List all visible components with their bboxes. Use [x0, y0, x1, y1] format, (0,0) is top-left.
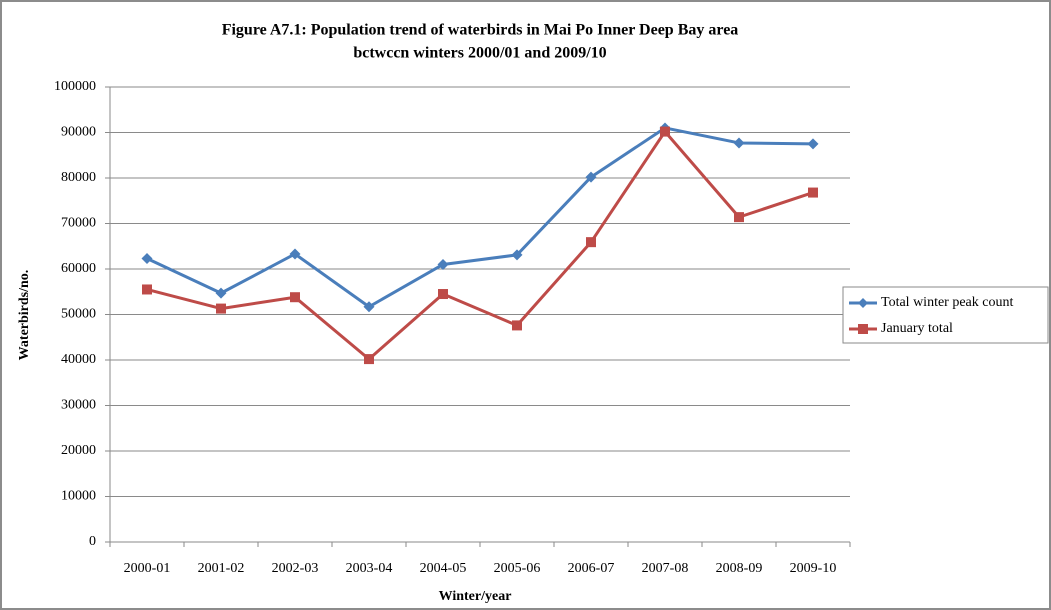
legend-label: Total winter peak count — [881, 295, 1013, 310]
legend-marker — [858, 298, 868, 308]
x-tick-label: 2006-07 — [568, 561, 615, 576]
data-point — [586, 237, 596, 248]
x-tick-label: 2008-09 — [716, 561, 763, 576]
data-point — [141, 253, 153, 265]
chart-title: Figure A7.1: Population trend of waterbi… — [222, 22, 739, 39]
data-point — [807, 138, 819, 150]
x-tick-label: 2000-01 — [124, 561, 171, 576]
data-point — [511, 249, 523, 261]
y-tick-label: 100000 — [54, 79, 96, 94]
y-tick-label: 0 — [89, 534, 96, 549]
data-point — [290, 292, 300, 303]
data-point — [437, 258, 449, 270]
data-point — [216, 303, 226, 314]
data-point — [808, 187, 818, 198]
data-point — [512, 320, 522, 331]
data-point — [142, 284, 152, 295]
x-tick-label: 2009-10 — [790, 561, 837, 576]
y-tick-label: 40000 — [61, 352, 96, 367]
y-tick-label: 70000 — [61, 216, 96, 231]
y-tick-label: 60000 — [61, 261, 96, 276]
data-point — [363, 301, 375, 313]
x-tick-label: 2001-02 — [198, 561, 245, 576]
series-line — [146, 126, 814, 309]
y-tick-label: 10000 — [61, 489, 96, 504]
legend-label: January total — [881, 321, 953, 336]
x-tick-label: 2003-04 — [346, 561, 393, 576]
data-point — [733, 137, 745, 149]
data-point — [215, 287, 227, 299]
data-point — [660, 126, 670, 137]
legend-box — [842, 286, 1049, 344]
y-tick-label: 80000 — [61, 170, 96, 185]
data-point — [438, 289, 448, 300]
series-line — [146, 130, 814, 361]
y-axis-title: Waterbirds/no. — [17, 270, 32, 361]
x-tick-label: 2005-06 — [494, 561, 541, 576]
data-point — [364, 354, 374, 365]
x-tick-label: 2002-03 — [272, 561, 319, 576]
legend-marker — [858, 324, 868, 334]
y-tick-label: 50000 — [61, 307, 96, 322]
x-tick-label: 2004-05 — [420, 561, 467, 576]
x-axis-title: Winter/year — [439, 589, 512, 604]
y-tick-label: 30000 — [61, 398, 96, 413]
data-point — [585, 171, 597, 183]
y-tick-label: 90000 — [61, 125, 96, 140]
x-tick-label: 2007-08 — [642, 561, 689, 576]
chart-subtitle: bctwccn winters 2000/01 and 2009/10 — [353, 45, 606, 62]
y-tick-label: 20000 — [61, 443, 96, 458]
data-point — [289, 248, 301, 260]
data-point — [734, 212, 744, 223]
